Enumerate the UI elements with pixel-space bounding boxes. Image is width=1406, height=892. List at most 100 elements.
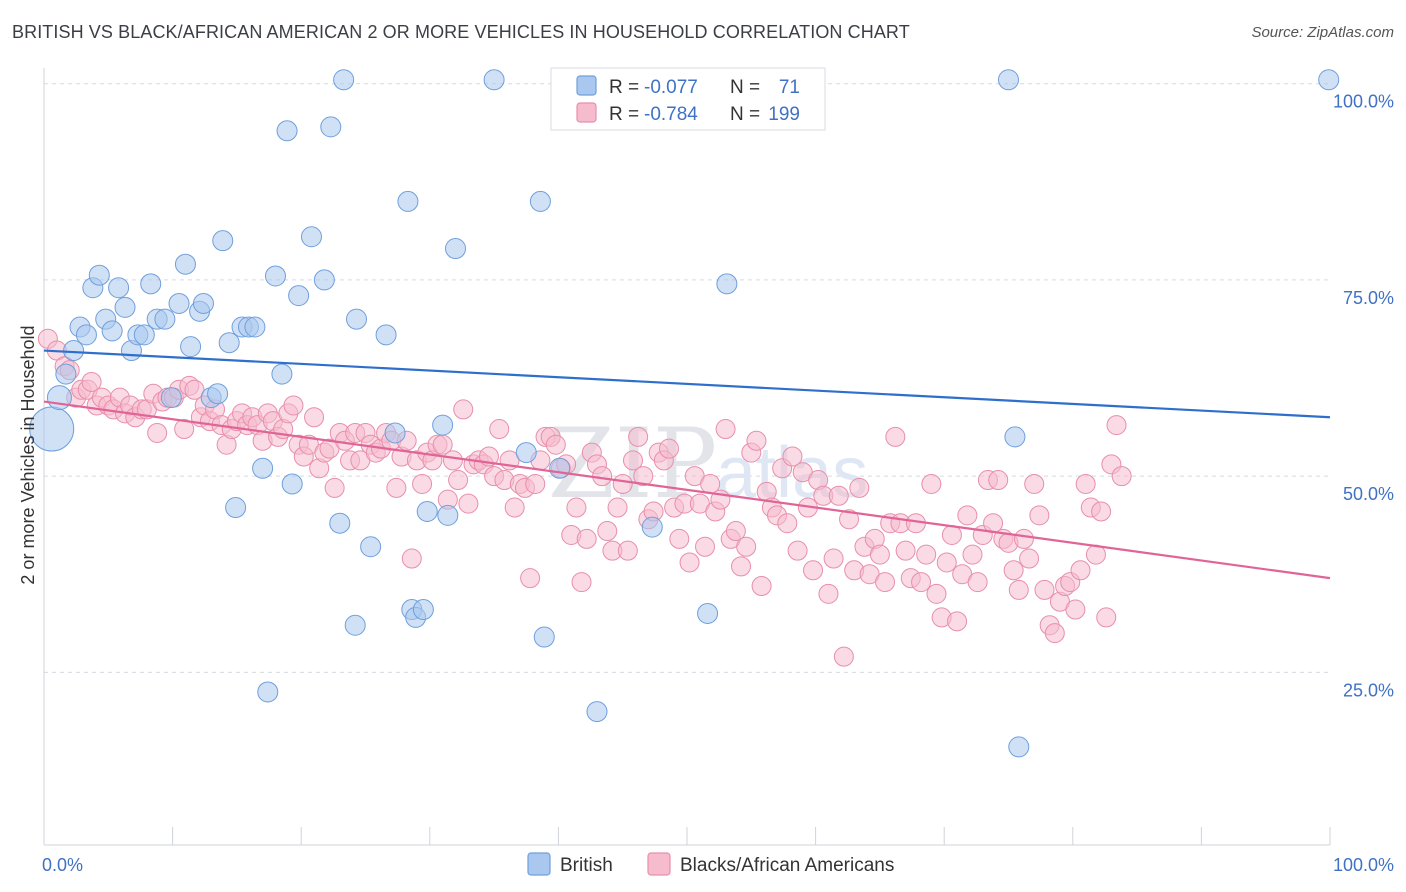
data-point-black [412,473,433,494]
data-point-black [592,466,613,487]
data-point-black [962,544,983,565]
data-point-black [695,536,716,557]
data-point-black [679,552,700,573]
data-point-british [697,602,719,624]
legend-swatch-black [647,852,671,876]
data-point-black [658,438,679,459]
x-tick-labels: 0.0% 100.0% [42,855,1394,875]
series-british [29,69,1340,758]
legend-label-british: British [560,855,613,876]
source-credit: Source: ZipAtlas.com [1251,24,1394,41]
stats-n-label: N = [730,77,760,98]
data-point-british [244,316,266,338]
data-point-british [114,296,136,318]
data-point-black [622,450,643,471]
data-point-black [1065,599,1086,620]
data-point-black [803,560,824,581]
data-point-black [1029,505,1050,526]
data-point-black [612,473,633,494]
data-point-black [967,572,988,593]
data-point-black [1075,473,1096,494]
data-point-black [504,497,525,518]
legend-swatch-british [527,852,551,876]
data-point-black [921,473,942,494]
data-point-black [1096,607,1117,628]
data-point-british [333,69,355,91]
data-point-british [174,253,196,275]
stats-r-label: R = [609,104,639,125]
data-point-british [212,230,234,252]
data-point-black [520,568,541,589]
data-point-british [483,69,505,91]
data-point-british [55,363,77,385]
data-point-black [782,446,803,467]
data-point-british [345,308,367,330]
data-point-black [545,434,566,455]
data-point-british [140,273,162,295]
data-point-british [432,414,454,436]
data-point-british [75,324,97,346]
data-point-british [288,285,310,307]
stats-r-value: -0.784 [644,104,698,125]
data-point-black [787,540,808,561]
data-point-british [225,497,247,519]
data-point-black [911,572,932,593]
trend-line-british [43,349,1331,419]
data-point-black [669,528,690,549]
data-point-black [147,422,168,443]
data-point-black [1034,579,1055,600]
data-point-black [1003,560,1024,581]
data-point-british [416,500,438,522]
stats-legend-box [550,67,826,131]
data-point-black [936,552,957,573]
axes [43,68,1331,846]
data-point-black [1106,415,1127,436]
data-point-british [344,614,366,636]
data-point-black [875,572,896,593]
data-point-black [324,477,345,498]
data-point-black [633,466,654,487]
data-point-british [192,292,214,314]
data-point-black [566,497,587,518]
data-point-black [525,473,546,494]
data-point-british [437,504,459,526]
data-point-black [1024,473,1045,494]
data-point-black [386,477,407,498]
data-point-black [81,371,102,392]
data-point-british [533,626,555,648]
data-point-british [375,324,397,346]
data-point-british [445,238,467,260]
data-point-british [160,387,182,409]
data-point-british [412,599,434,621]
data-point-black [957,505,978,526]
data-point-black [576,528,597,549]
data-point-british [133,324,155,346]
x-tick-label: 100.0% [1333,855,1394,875]
data-point-british [320,116,342,138]
data-point-black [1019,548,1040,569]
y-tick-label: 25.0% [1343,680,1394,700]
x-tick-label: 0.0% [42,855,83,875]
data-point-british [154,308,176,330]
stats-n-label: N = [730,104,760,125]
data-point-british [641,516,663,538]
data-point-british [207,383,229,405]
data-point-black [926,583,947,604]
data-point-british [281,473,303,495]
data-point-black [941,524,962,545]
data-point-british [257,681,279,703]
grid-lines [44,83,1330,673]
data-point-black [442,450,463,471]
data-point-british [218,332,240,354]
data-point-british [998,69,1019,91]
stats-legend-swatch-british [576,75,597,96]
trend-lines [43,349,1331,580]
data-point-black [828,485,849,506]
trend-line-black [43,400,1331,580]
data-point-black [988,470,1009,491]
data-point-black [489,419,510,440]
stats-r-value: -0.077 [644,77,698,98]
data-point-black [751,576,772,596]
data-point-british [1318,69,1340,91]
chart-title: BRITISH VS BLACK/AFRICAN AMERICAN 2 OR M… [12,22,910,42]
